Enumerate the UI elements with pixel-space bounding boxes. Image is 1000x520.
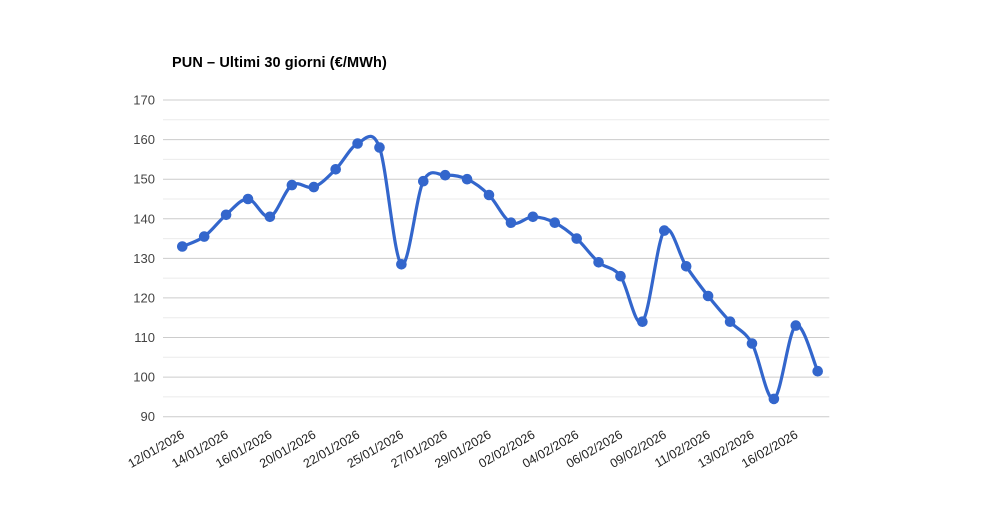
data-point-marker	[702, 290, 714, 302]
y-tick-label: 110	[134, 330, 155, 345]
y-tick-label: 100	[133, 370, 155, 385]
line-series-pun	[180, 134, 820, 401]
data-point-marker	[724, 316, 736, 328]
data-point-marker	[177, 241, 188, 252]
data-point-marker	[549, 217, 561, 228]
data-point-marker	[352, 138, 363, 149]
y-tick-label: 150	[133, 172, 155, 187]
y-tick-label: 130	[133, 251, 155, 266]
y-tick-label: 160	[133, 132, 155, 147]
data-point-marker	[418, 175, 429, 187]
data-point-marker	[220, 209, 232, 221]
data-point-marker	[527, 211, 539, 223]
y-tick-label: 170	[133, 93, 155, 108]
data-point-marker	[812, 365, 823, 377]
data-point-marker	[264, 211, 276, 223]
y-tick-label: 120	[133, 290, 155, 305]
data-point-marker	[308, 181, 320, 193]
data-point-marker	[242, 193, 254, 205]
data-point-marker	[637, 316, 648, 328]
data-point-marker	[483, 189, 495, 201]
data-point-marker	[746, 338, 758, 349]
y-tick-label: 90	[141, 409, 155, 424]
data-point-marker	[461, 173, 473, 185]
data-point-marker	[439, 169, 451, 181]
data-point-marker	[615, 270, 626, 282]
data-point-marker	[396, 259, 407, 270]
data-point-marker	[571, 233, 582, 244]
data-point-marker	[680, 261, 692, 272]
data-point-marker	[659, 225, 670, 236]
data-point-marker	[505, 217, 517, 228]
data-point-marker	[768, 393, 780, 405]
chart-title: PUN – Ultimi 30 giorni (€/MWh)	[172, 55, 387, 71]
data-point-marker	[593, 257, 604, 268]
data-point-marker	[790, 320, 802, 331]
data-point-marker	[330, 164, 342, 175]
y-tick-label: 140	[133, 211, 155, 226]
data-point-marker	[374, 142, 385, 153]
data-point-marker	[198, 231, 210, 242]
data-point-marker	[286, 179, 298, 191]
